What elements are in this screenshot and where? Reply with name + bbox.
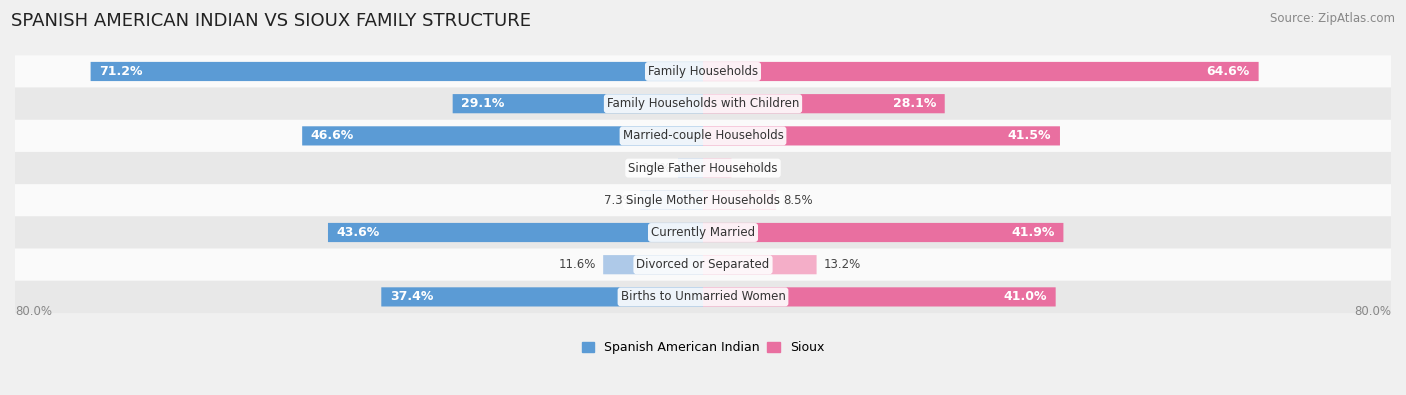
Text: 8.5%: 8.5% — [783, 194, 813, 207]
FancyBboxPatch shape — [328, 223, 703, 242]
Text: Source: ZipAtlas.com: Source: ZipAtlas.com — [1270, 12, 1395, 25]
FancyBboxPatch shape — [678, 158, 703, 178]
Text: Divorced or Separated: Divorced or Separated — [637, 258, 769, 271]
Text: 7.3%: 7.3% — [603, 194, 633, 207]
Text: 11.6%: 11.6% — [560, 258, 596, 271]
FancyBboxPatch shape — [90, 62, 703, 81]
Text: 80.0%: 80.0% — [15, 305, 52, 318]
Text: 41.9%: 41.9% — [1011, 226, 1054, 239]
Legend: Spanish American Indian, Sioux: Spanish American Indian, Sioux — [582, 341, 824, 354]
Text: SPANISH AMERICAN INDIAN VS SIOUX FAMILY STRUCTURE: SPANISH AMERICAN INDIAN VS SIOUX FAMILY … — [11, 12, 531, 30]
FancyBboxPatch shape — [15, 248, 1391, 281]
Text: 41.5%: 41.5% — [1008, 130, 1052, 142]
FancyBboxPatch shape — [15, 216, 1391, 248]
FancyBboxPatch shape — [15, 88, 1391, 120]
FancyBboxPatch shape — [15, 55, 1391, 88]
FancyBboxPatch shape — [703, 223, 1063, 242]
Text: Single Mother Households: Single Mother Households — [626, 194, 780, 207]
FancyBboxPatch shape — [603, 255, 703, 274]
Text: 41.0%: 41.0% — [1004, 290, 1047, 303]
Text: Single Father Households: Single Father Households — [628, 162, 778, 175]
Text: 80.0%: 80.0% — [1354, 305, 1391, 318]
FancyBboxPatch shape — [703, 255, 817, 274]
Text: Family Households: Family Households — [648, 65, 758, 78]
Text: 46.6%: 46.6% — [311, 130, 354, 142]
FancyBboxPatch shape — [703, 126, 1060, 145]
FancyBboxPatch shape — [15, 281, 1391, 313]
FancyBboxPatch shape — [703, 191, 776, 210]
Text: 2.9%: 2.9% — [641, 162, 671, 175]
Text: 37.4%: 37.4% — [389, 290, 433, 303]
FancyBboxPatch shape — [703, 62, 1258, 81]
Text: Family Households with Children: Family Households with Children — [607, 97, 799, 110]
Text: 28.1%: 28.1% — [893, 97, 936, 110]
Text: Births to Unmarried Women: Births to Unmarried Women — [620, 290, 786, 303]
FancyBboxPatch shape — [453, 94, 703, 113]
Text: Currently Married: Currently Married — [651, 226, 755, 239]
Text: 3.3%: 3.3% — [738, 162, 768, 175]
FancyBboxPatch shape — [302, 126, 703, 145]
FancyBboxPatch shape — [15, 152, 1391, 184]
FancyBboxPatch shape — [703, 158, 731, 178]
Text: 43.6%: 43.6% — [336, 226, 380, 239]
FancyBboxPatch shape — [381, 287, 703, 307]
FancyBboxPatch shape — [15, 120, 1391, 152]
FancyBboxPatch shape — [703, 94, 945, 113]
Text: Married-couple Households: Married-couple Households — [623, 130, 783, 142]
Text: 64.6%: 64.6% — [1206, 65, 1250, 78]
Text: 71.2%: 71.2% — [100, 65, 143, 78]
FancyBboxPatch shape — [15, 184, 1391, 216]
Text: 29.1%: 29.1% — [461, 97, 505, 110]
FancyBboxPatch shape — [703, 287, 1056, 307]
Text: 13.2%: 13.2% — [824, 258, 860, 271]
FancyBboxPatch shape — [640, 191, 703, 210]
